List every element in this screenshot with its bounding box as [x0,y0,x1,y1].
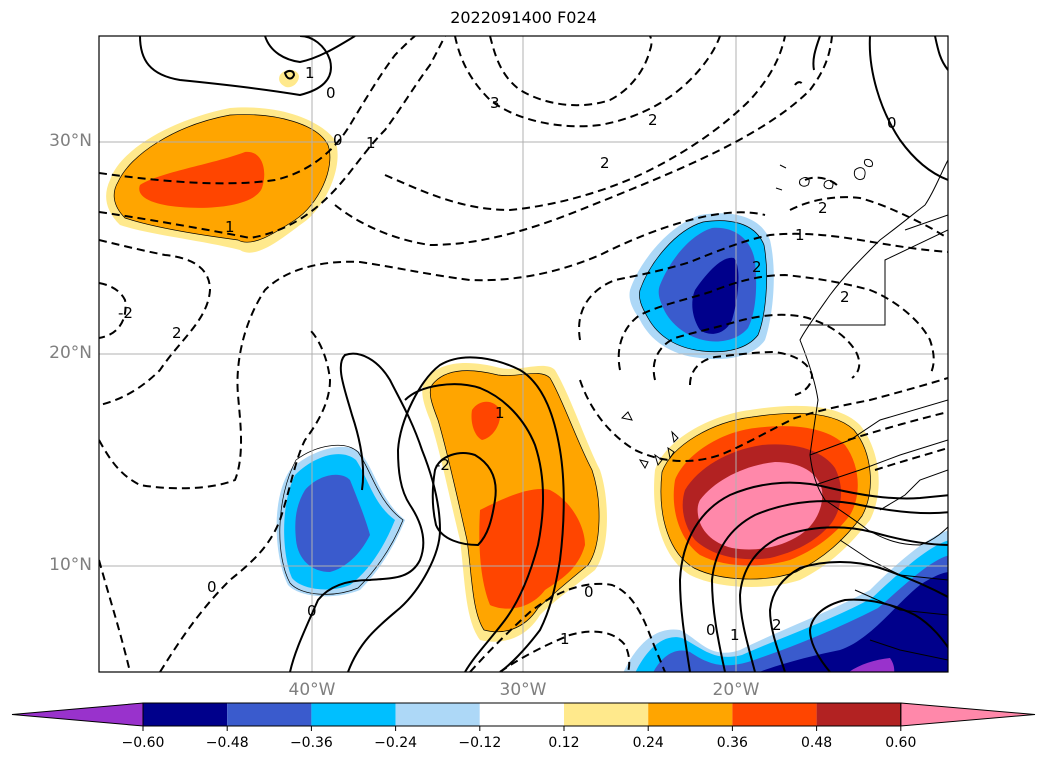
shaded-anomaly-fields [106,69,948,672]
colorbar-tick-label: 0.48 [801,735,833,751]
contour-label: -2 [118,304,133,322]
lon-label: 30°W [499,680,547,700]
negative-contours [99,36,948,672]
plot-frame [98,35,949,673]
contour-label: 0 [706,621,716,639]
positive-anomaly-southeast-core [697,462,823,550]
colorbar-segment [732,703,817,726]
colorbar-tick-label: −0.48 [205,735,249,751]
positive-contours [139,36,948,672]
contour-label: 1 [495,404,505,422]
colorbar-segment [816,703,901,726]
contour-label: 2 [600,154,610,172]
colorbar-frame [142,702,902,727]
colorbar-tick-label: 0.60 [885,735,917,751]
positive-anomaly-nw-core [139,151,265,208]
colorbar-segment [479,703,564,726]
contour-label: 1 [225,218,235,236]
map-title: 2022091400 F024 [450,8,597,27]
colorbar-segment [395,703,480,726]
contour-label: 0 [207,578,217,596]
coastlines [620,159,948,661]
colorbar-extend-min [11,702,144,727]
contour-label: 2 [648,111,658,129]
colorbar-tick-label: 0.12 [548,735,580,751]
contour-label: 0 [326,84,336,102]
colorbar-segment [311,703,396,726]
contour-label: 1 [730,626,740,644]
lat-label: 20°N [49,343,92,363]
colorbar-tick-label: −0.24 [374,735,418,751]
contour-label: 1 [795,226,805,244]
colorbar-segment [143,703,228,726]
contour-label: -2 [435,456,450,474]
contour-label: 3 [490,94,500,112]
shading-outlines [113,114,871,633]
lat-label: 30°N [49,131,92,151]
colorbar-segment [227,703,312,726]
contour-label: 2 [840,288,850,306]
contour-label: 0 [887,114,897,132]
contour-label: 1 [366,134,376,152]
colorbar-tick-label: −0.12 [458,735,502,751]
colorbar-tick-label: −0.36 [289,735,333,751]
contour-label: 1 [560,630,570,648]
colorbar-segment [564,703,649,726]
positive-anomaly-central-core [479,489,585,609]
colorbar-segments [11,702,1036,731]
colorbar-segment [648,703,733,726]
contour-label: 0 [584,583,594,601]
lon-label: 20°W [712,680,760,700]
colorbar-tick-label: 0.24 [632,735,664,751]
colorbar-tick-label: −0.60 [121,735,165,751]
contour-label: 2 [752,258,762,276]
contour-labels: 1 0 3 2 0 1 2 2 0 1 2 2 -2 -2 1 2 0 0 1 … [118,64,897,648]
lon-label: 40°W [288,680,336,700]
contour-label: 2 [172,324,182,342]
colorbar-tick-label: 0.36 [716,735,748,751]
contour-label: 0 [307,602,317,620]
lat-label: 10°N [49,555,92,575]
map-plot: 1 0 3 2 0 1 2 2 0 1 2 2 -2 -2 1 2 0 0 1 … [98,35,949,673]
contour-label: 2 [772,616,782,634]
colorbar-extend-max [900,702,1036,727]
contour-label: 2 [818,199,828,217]
contour-label: 1 [305,64,315,82]
contour-label: 0 [333,131,343,149]
